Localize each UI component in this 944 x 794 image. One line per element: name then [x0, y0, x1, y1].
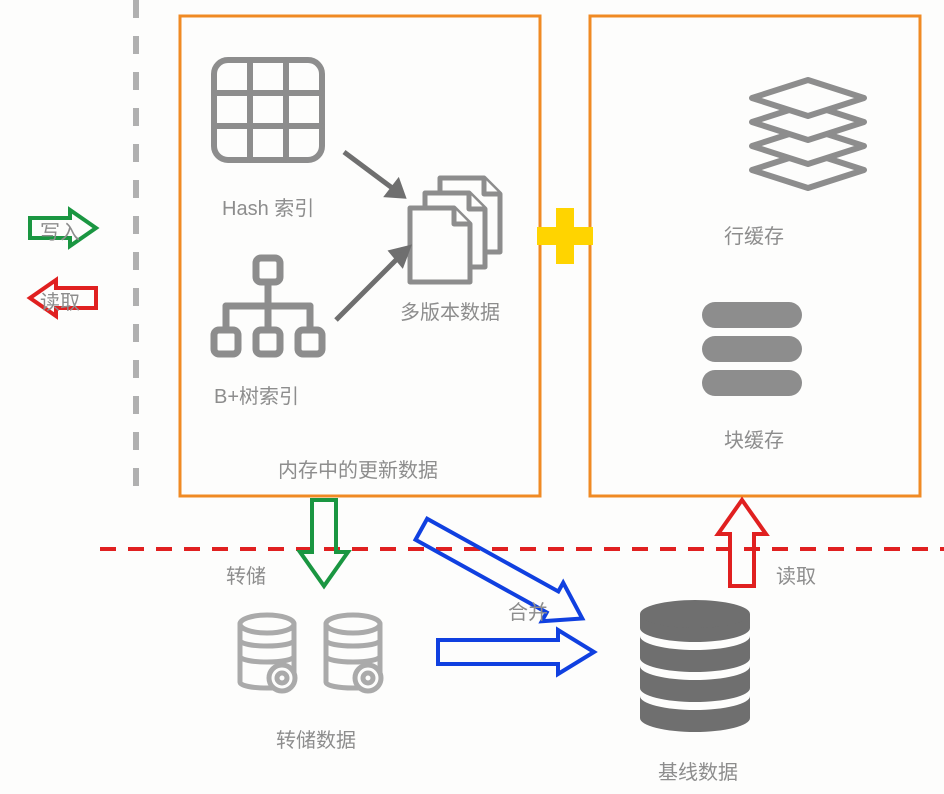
hash-table-icon	[214, 60, 322, 160]
read-up-label: 读取	[776, 560, 816, 589]
btree-to-docs-arrow	[336, 248, 408, 320]
dump-arrow	[300, 500, 348, 586]
btree-index-label: B+树索引	[214, 380, 299, 409]
block-cache-icon	[702, 302, 802, 396]
baseline-db-icon	[640, 600, 750, 732]
read-up-arrow	[718, 500, 766, 586]
docs-icon	[410, 178, 500, 282]
dump-data-label: 转储数据	[276, 724, 356, 753]
merge-arrow-horizontal	[438, 630, 594, 674]
hash-index-label: Hash 索引	[222, 192, 314, 221]
diagram-canvas	[0, 0, 944, 794]
hash-to-docs-arrow	[344, 152, 403, 196]
plus-icon	[537, 208, 593, 264]
merge-label: 合并	[508, 596, 548, 625]
btree-icon	[214, 258, 322, 354]
multi-version-label: 多版本数据	[400, 296, 500, 325]
mem-update-label: 内存中的更新数据	[278, 454, 438, 483]
block-cache-label: 块缓存	[724, 424, 784, 453]
baseline-label: 基线数据	[658, 756, 738, 785]
row-cache-label: 行缓存	[724, 220, 784, 249]
read-label-left: 读取	[40, 286, 80, 315]
dump-db-2-icon	[326, 615, 381, 691]
write-label: 写入	[40, 216, 80, 245]
dump-label: 转储	[226, 560, 266, 589]
merge-arrow-diagonal	[411, 510, 593, 638]
dump-db-1-icon	[240, 615, 295, 691]
row-cache-icon	[752, 80, 864, 188]
